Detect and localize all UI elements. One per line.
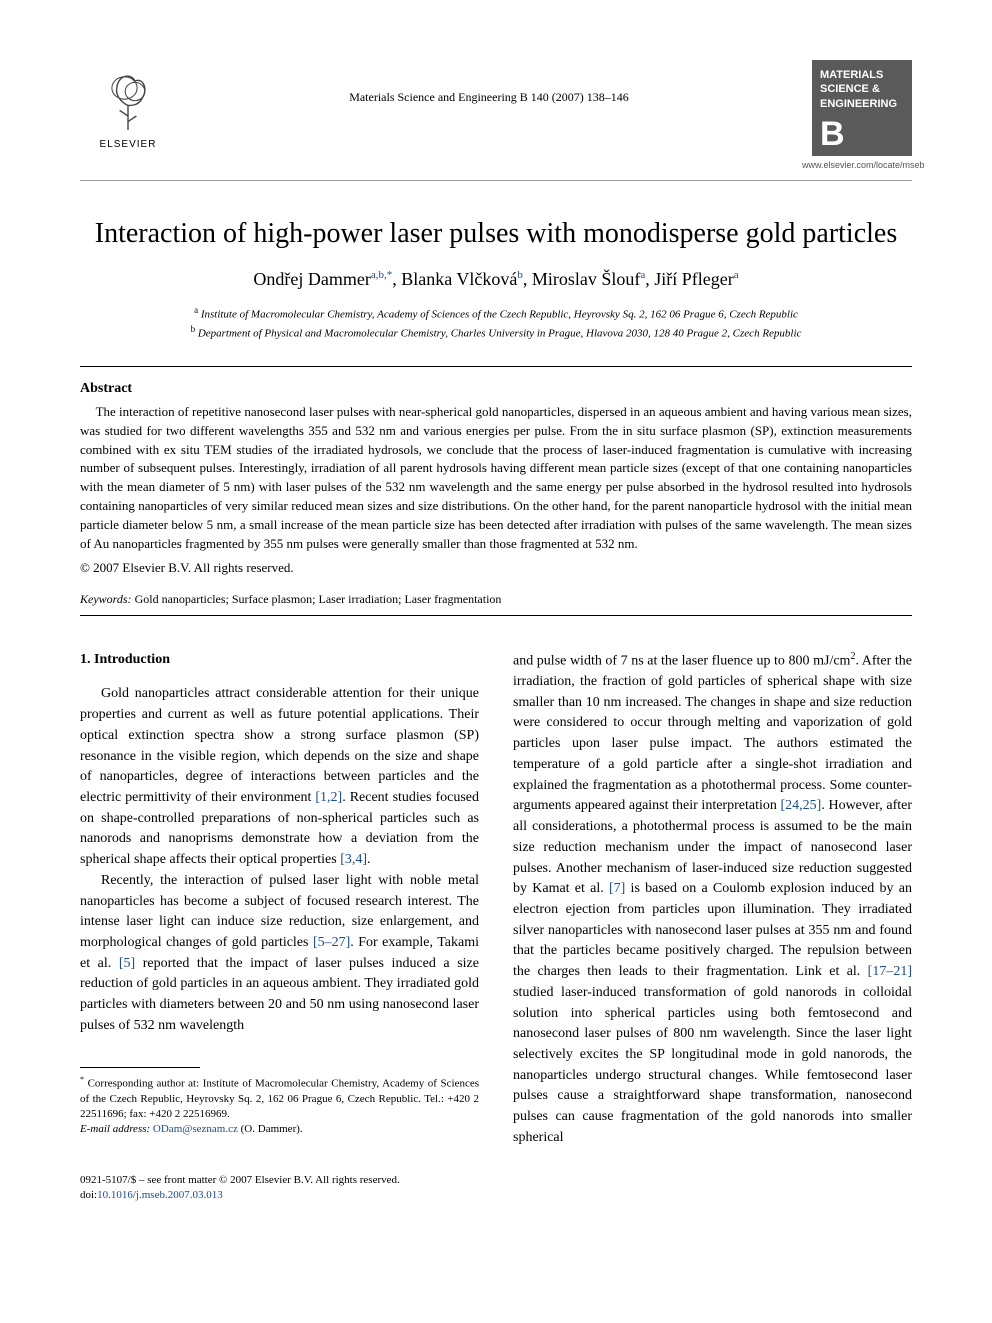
- email-footnote: E-mail address: ODam@seznam.cz (O. Damme…: [80, 1122, 479, 1137]
- footer-meta: 0921-5107/$ – see front matter © 2007 El…: [80, 1173, 912, 1204]
- keywords-label: Keywords:: [80, 592, 132, 606]
- section-1-heading: 1. Introduction: [80, 650, 479, 671]
- header-row: ELSEVIER Materials Science and Engineeri…: [80, 60, 912, 170]
- citation-3-4[interactable]: [3,4]: [340, 852, 367, 867]
- affiliation-a: a Institute of Macromolecular Chemistry,…: [80, 304, 912, 323]
- citation-1-2[interactable]: [1,2]: [315, 790, 342, 805]
- elsevier-tree-icon: [93, 67, 163, 137]
- author-1: Ondřej Dammera,b,*: [253, 269, 392, 289]
- affiliation-b: b Department of Physical and Macromolecu…: [80, 323, 912, 342]
- citation-7[interactable]: [7]: [609, 881, 625, 896]
- cover-line-3: ENGINEERING: [820, 97, 904, 111]
- body-columns: 1. Introduction Gold nanoparticles attra…: [80, 650, 912, 1149]
- citation-17-21[interactable]: [17–21]: [868, 964, 912, 979]
- column-left: 1. Introduction Gold nanoparticles attra…: [80, 650, 479, 1149]
- cover-letter: B: [820, 117, 904, 151]
- header-rule: [80, 180, 912, 181]
- author-2: Blanka Vlčkováb: [401, 269, 523, 289]
- email-label: E-mail address:: [80, 1123, 150, 1135]
- citation-5-27[interactable]: [5–27]: [313, 935, 350, 950]
- doi-link[interactable]: 10.1016/j.mseb.2007.03.013: [97, 1189, 223, 1201]
- abstract-text: The interaction of repetitive nanosecond…: [80, 403, 912, 554]
- abstract-top-rule: [80, 366, 912, 367]
- abstract-copyright: © 2007 Elsevier B.V. All rights reserved…: [80, 560, 912, 576]
- citation-5[interactable]: [5]: [119, 956, 135, 971]
- cover-line-2: SCIENCE &: [820, 82, 904, 96]
- publisher-name: ELSEVIER: [100, 139, 157, 150]
- abstract-heading: Abstract: [80, 381, 912, 397]
- cover-line-1: MATERIALS: [820, 68, 904, 82]
- journal-cover-box: MATERIALS SCIENCE & ENGINEERING B www.el…: [802, 60, 912, 170]
- author-4: Jiří Pflegera: [654, 269, 738, 289]
- journal-reference: Materials Science and Engineering B 140 …: [176, 60, 802, 105]
- paper-title: Interaction of high-power laser pulses w…: [80, 217, 912, 251]
- doi-line: doi:10.1016/j.mseb.2007.03.013: [80, 1188, 912, 1203]
- corresponding-author-footnote: * Corresponding author at: Institute of …: [80, 1074, 479, 1123]
- author-3: Miroslav Šloufa: [532, 269, 645, 289]
- affiliations: a Institute of Macromolecular Chemistry,…: [80, 304, 912, 342]
- author-list: Ondřej Dammera,b,*, Blanka Vlčkováb, Mir…: [80, 269, 912, 290]
- journal-url[interactable]: www.elsevier.com/locate/mseb: [802, 160, 912, 170]
- journal-cover: MATERIALS SCIENCE & ENGINEERING B: [812, 60, 912, 156]
- intro-paragraph-2: Recently, the interaction of pulsed lase…: [80, 871, 479, 1037]
- intro-paragraph-1: Gold nanoparticles attract considerable …: [80, 684, 479, 870]
- footnote-rule: [80, 1067, 200, 1068]
- intro-paragraph-2-cont: and pulse width of 7 ns at the laser flu…: [513, 650, 912, 1149]
- email-link[interactable]: ODam@seznam.cz: [153, 1123, 238, 1135]
- keywords-line: Keywords: Gold nanoparticles; Surface pl…: [80, 592, 912, 607]
- column-right: and pulse width of 7 ns at the laser flu…: [513, 650, 912, 1149]
- footnote-star-icon: *: [80, 1075, 84, 1084]
- keywords-text: Gold nanoparticles; Surface plasmon; Las…: [135, 592, 502, 606]
- abstract-bottom-rule: [80, 615, 912, 616]
- front-matter-line: 0921-5107/$ – see front matter © 2007 El…: [80, 1173, 912, 1188]
- citation-24-25[interactable]: [24,25]: [781, 798, 822, 813]
- publisher-logo: ELSEVIER: [80, 60, 176, 156]
